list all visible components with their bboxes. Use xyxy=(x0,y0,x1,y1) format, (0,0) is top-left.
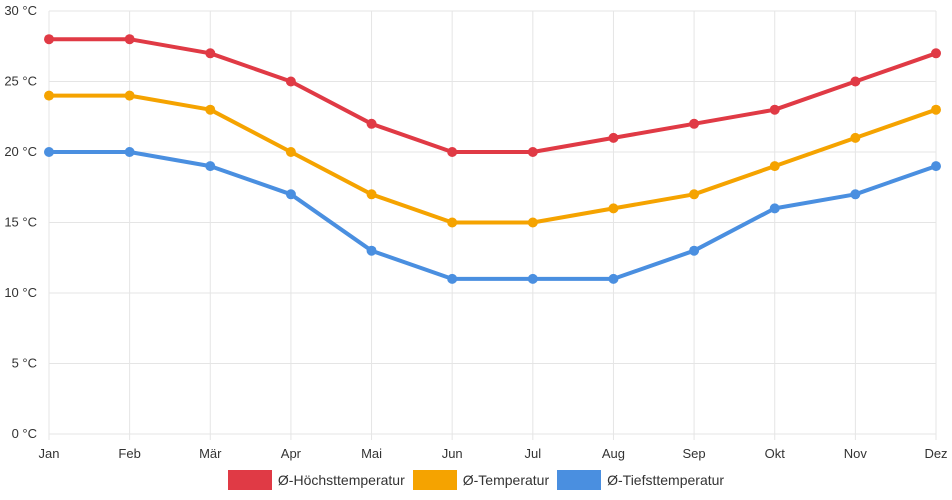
data-point-1-4[interactable] xyxy=(366,189,377,200)
x-tick-label: Jul xyxy=(525,446,542,461)
data-point-2-6[interactable] xyxy=(527,273,538,284)
x-axis-ticks: Jan Feb Mär Apr Mai Jun Jul Aug Sep Okt Nov Dez xyxy=(39,446,948,461)
data-point-2-4[interactable] xyxy=(366,245,377,256)
data-point-0-5[interactable] xyxy=(447,147,458,157)
data-point-0-11[interactable] xyxy=(931,48,941,59)
y-tick-label: 20 °C xyxy=(4,144,37,159)
data-point-1-2[interactable] xyxy=(205,104,216,115)
data-point-0-10[interactable] xyxy=(850,76,861,87)
legend-swatch-avg xyxy=(412,470,457,490)
legend-item-avg[interactable]: Ø-Temperatur xyxy=(412,470,550,490)
legend-swatch-high xyxy=(227,470,272,490)
x-tick-label: Mär xyxy=(199,446,222,461)
data-point-1-0[interactable] xyxy=(44,90,54,101)
data-point-1-9[interactable] xyxy=(769,161,780,172)
temperature-line-chart: 0 °C 5 °C 10 °C 15 °C 20 °C 25 °C 30 °C Jan Feb… xyxy=(4,3,948,461)
legend-item-high[interactable]: Ø-Höchsttemperatur xyxy=(227,470,405,490)
legend-item-low[interactable]: Ø-Tiefsttemperatur xyxy=(557,470,724,490)
y-tick-label: 10 °C xyxy=(4,285,37,300)
x-tick-label: Nov xyxy=(844,446,868,461)
y-tick-label: 15 °C xyxy=(4,215,37,230)
data-point-1-11[interactable] xyxy=(931,104,941,115)
series-line-0 xyxy=(47,37,938,154)
data-point-0-6[interactable] xyxy=(527,147,538,157)
data-point-2-5[interactable] xyxy=(447,273,458,284)
data-point-2-8[interactable] xyxy=(689,245,700,256)
data-point-2-9[interactable] xyxy=(769,203,780,214)
legend-label-high: Ø-Höchsttemperatur xyxy=(277,472,405,488)
data-point-0-3[interactable] xyxy=(285,76,296,87)
data-point-0-9[interactable] xyxy=(769,104,780,115)
series-line-1 xyxy=(47,93,938,225)
data-point-2-0[interactable] xyxy=(44,147,54,157)
y-tick-label: 0 °C xyxy=(12,426,37,441)
grid-lines xyxy=(48,10,937,440)
data-point-0-2[interactable] xyxy=(205,48,216,59)
data-point-1-1[interactable] xyxy=(124,90,135,101)
data-point-2-1[interactable] xyxy=(124,147,135,157)
legend-label-low: Ø-Tiefsttemperatur xyxy=(607,472,725,488)
data-point-0-1[interactable] xyxy=(124,34,135,45)
data-point-0-4[interactable] xyxy=(366,118,377,129)
legend-label-avg: Ø-Temperatur xyxy=(462,472,550,488)
series-lines xyxy=(44,34,941,284)
x-tick-label: Mai xyxy=(361,446,382,461)
data-point-1-8[interactable] xyxy=(689,189,700,200)
data-point-0-7[interactable] xyxy=(608,132,619,143)
data-point-1-7[interactable] xyxy=(608,203,619,214)
data-point-2-3[interactable] xyxy=(285,189,296,200)
x-tick-label: Dez xyxy=(924,446,947,461)
series-line-2 xyxy=(47,150,938,281)
y-tick-label: 5 °C xyxy=(12,356,37,371)
x-tick-label: Aug xyxy=(602,446,625,461)
data-point-2-2[interactable] xyxy=(205,161,216,172)
data-point-2-7[interactable] xyxy=(608,273,619,284)
data-point-1-6[interactable] xyxy=(527,217,538,228)
data-point-0-8[interactable] xyxy=(689,118,700,129)
data-point-0-0[interactable] xyxy=(44,34,54,45)
y-axis-ticks: 0 °C 5 °C 10 °C 15 °C 20 °C 25 °C 30 °C xyxy=(4,3,37,441)
y-tick-label: 30 °C xyxy=(4,3,37,18)
y-tick-label: 25 °C xyxy=(4,74,37,89)
data-point-2-10[interactable] xyxy=(850,189,861,200)
data-point-1-10[interactable] xyxy=(850,132,861,143)
x-tick-label: Feb xyxy=(118,446,140,461)
x-tick-label: Sep xyxy=(683,446,706,461)
x-tick-label: Jan xyxy=(39,446,60,461)
x-tick-label: Okt xyxy=(765,446,786,461)
data-point-1-3[interactable] xyxy=(285,147,296,157)
x-tick-label: Jun xyxy=(442,446,463,461)
data-point-2-11[interactable] xyxy=(931,161,941,172)
legend-swatch-low xyxy=(557,470,602,490)
x-tick-label: Apr xyxy=(281,446,302,461)
legend: Ø-Höchsttemperatur Ø-Temperatur Ø-Tiefst… xyxy=(0,470,952,490)
data-point-1-5[interactable] xyxy=(447,217,458,228)
